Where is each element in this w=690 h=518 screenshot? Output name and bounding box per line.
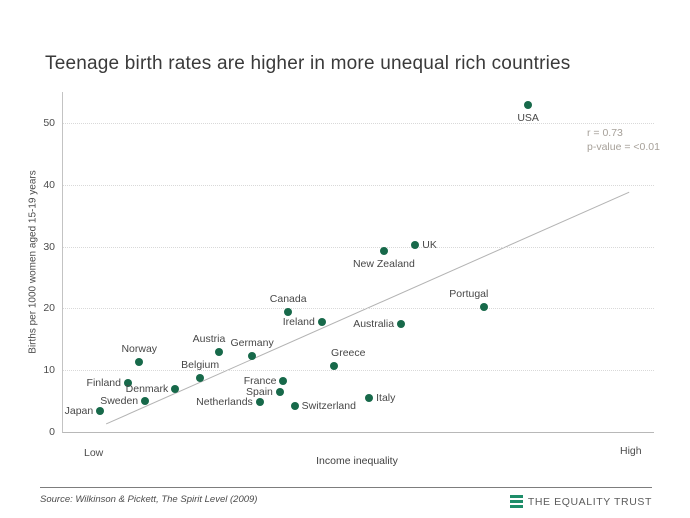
- data-point-denmark: [171, 384, 180, 393]
- source-text: Source: Wilkinson & Pickett, The Spirit …: [40, 494, 258, 505]
- data-point-norway: [135, 358, 144, 367]
- data-point-usa: [524, 100, 533, 109]
- data-point-uk: [411, 240, 420, 249]
- point-label-portugal: Portugal: [449, 288, 489, 301]
- data-point-switzerland: [290, 402, 299, 411]
- stats-annotation: r = 0.73 p-value = <0.01: [587, 126, 660, 154]
- y-tick-label-30: 30: [43, 240, 55, 253]
- point-label-usa: USA: [517, 111, 539, 124]
- point-label-denmark: Denmark: [125, 382, 169, 395]
- data-point-australia: [397, 319, 406, 328]
- y-tick-label-0: 0: [49, 426, 55, 438]
- data-point-austria: [215, 348, 224, 357]
- gridline-y-20: [63, 308, 654, 310]
- point-label-greece: Greece: [331, 346, 366, 359]
- y-tick-label-50: 50: [43, 116, 55, 129]
- footer-divider: [40, 487, 652, 488]
- data-point-italy: [365, 394, 374, 402]
- point-label-italy: Italy: [376, 392, 396, 404]
- x-axis-label: Income inequality: [316, 455, 398, 467]
- point-label-spain: Spain: [246, 385, 273, 398]
- data-point-spain: [275, 387, 284, 396]
- logo-text: THE EQUALITY TRUST: [527, 495, 652, 508]
- trend-line: [105, 191, 630, 425]
- data-point-finland: [124, 379, 132, 388]
- x-axis-high-label: High: [620, 445, 642, 457]
- logo-bars-icon: [509, 495, 523, 508]
- point-label-japan: Japan: [64, 404, 94, 417]
- plot-area: 0 10 20 30 40 50 Japan Finland Norway Sweden Denma…: [43, 92, 654, 438]
- point-label-uk: UK: [422, 238, 437, 251]
- point-label-finland: Finland: [86, 377, 121, 390]
- data-point-france: [279, 377, 288, 386]
- point-label-sweden: Sweden: [100, 395, 139, 408]
- r-value-text: r = 0.73: [587, 127, 623, 139]
- point-label-canada: Canada: [269, 293, 307, 306]
- gridline-y-50: [63, 122, 654, 124]
- data-point-new-zealand: [379, 246, 388, 255]
- gridline-y-40: [63, 184, 654, 186]
- point-label-belgium: Belgium: [181, 359, 220, 372]
- point-label-france: France: [243, 375, 277, 388]
- data-point-germany: [248, 351, 257, 360]
- gridline-y-10: [63, 370, 654, 372]
- point-label-netherlands: Netherlands: [196, 396, 253, 409]
- data-point-netherlands: [255, 398, 264, 407]
- data-point-portugal: [479, 303, 488, 312]
- y-tick-label-20: 20: [43, 302, 55, 315]
- point-label-switzerland: Switzerland: [301, 400, 356, 413]
- data-point-canada: [284, 308, 293, 317]
- equality-trust-logo: THE EQUALITY TRUST: [509, 495, 652, 508]
- p-value-text: p-value = <0.01: [587, 141, 660, 153]
- point-label-australia: Australia: [353, 317, 395, 330]
- chart-title: Teenage birth rates are higher in more u…: [45, 52, 571, 74]
- data-point-belgium: [196, 374, 205, 383]
- y-tick-label-10: 10: [43, 364, 55, 377]
- point-label-norway: Norway: [121, 343, 158, 356]
- data-point-japan: [96, 406, 105, 415]
- point-label-germany: Germany: [230, 336, 274, 349]
- data-point-ireland: [317, 317, 326, 326]
- point-label-new-zealand: New Zealand: [352, 257, 415, 270]
- y-tick-label-40: 40: [43, 178, 55, 191]
- point-label-austria: Austria: [192, 333, 226, 346]
- gridline-y-30: [63, 246, 654, 248]
- point-label-ireland: Ireland: [282, 315, 315, 328]
- data-point-greece: [330, 361, 339, 370]
- data-point-sweden: [141, 397, 150, 406]
- y-axis-label: Births per 1000 women aged 15-19 years: [27, 170, 39, 354]
- x-axis-low-label: Low: [84, 447, 104, 459]
